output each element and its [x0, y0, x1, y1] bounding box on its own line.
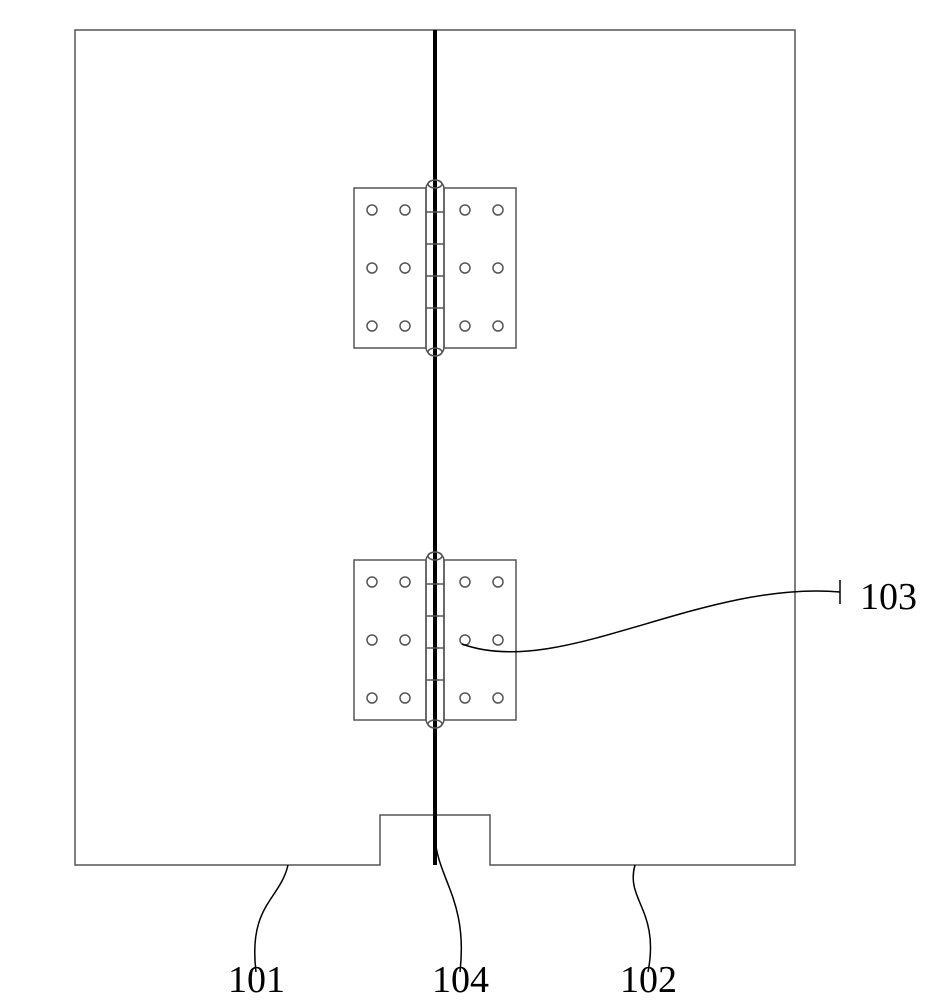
callout-101-leader — [255, 865, 288, 972]
callout-104-leader — [435, 838, 461, 972]
callout-label-104: 104 — [432, 958, 489, 1002]
callout-label-102: 102 — [620, 958, 677, 1002]
callout-103-leader — [462, 591, 840, 652]
callout-label-101: 101 — [228, 958, 285, 1002]
diagram-canvas — [0, 0, 946, 1000]
callout-102-leader — [633, 865, 650, 972]
callout-label-103: 103 — [860, 575, 917, 619]
